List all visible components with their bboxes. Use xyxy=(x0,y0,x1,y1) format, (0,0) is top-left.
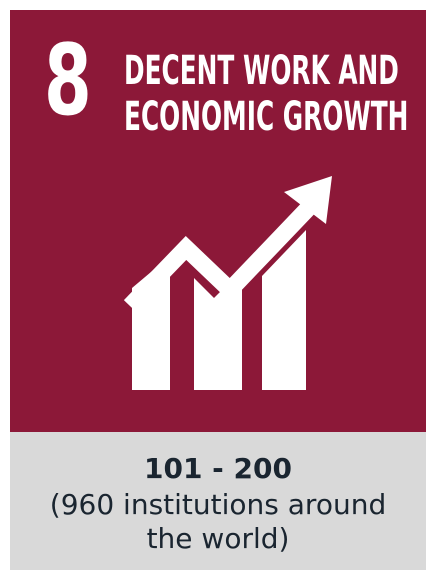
goal-number: 8 xyxy=(44,24,92,138)
institutions-count-line-2: the world) xyxy=(146,522,290,555)
rising-bar-chart-arrow-icon xyxy=(123,176,332,390)
ranking-footer: 101 - 200 (960 institutions around the w… xyxy=(10,432,426,570)
goal-title-line-1: DECENT WORK AND xyxy=(124,48,399,94)
icon-bar-2 xyxy=(194,278,242,390)
icon-bar-3 xyxy=(262,230,306,390)
icon-arrow-head xyxy=(284,176,332,224)
goal-title: DECENT WORK AND ECONOMIC GROWTH xyxy=(124,48,409,140)
sdg-goal-tile: 8 DECENT WORK AND ECONOMIC GROWTH xyxy=(10,10,426,432)
icon-trend-line xyxy=(123,194,323,312)
institutions-count-line-1: (960 institutions around xyxy=(49,488,387,521)
goal-title-line-2: ECONOMIC GROWTH xyxy=(124,94,409,140)
ranking-band: 101 - 200 xyxy=(143,452,292,485)
